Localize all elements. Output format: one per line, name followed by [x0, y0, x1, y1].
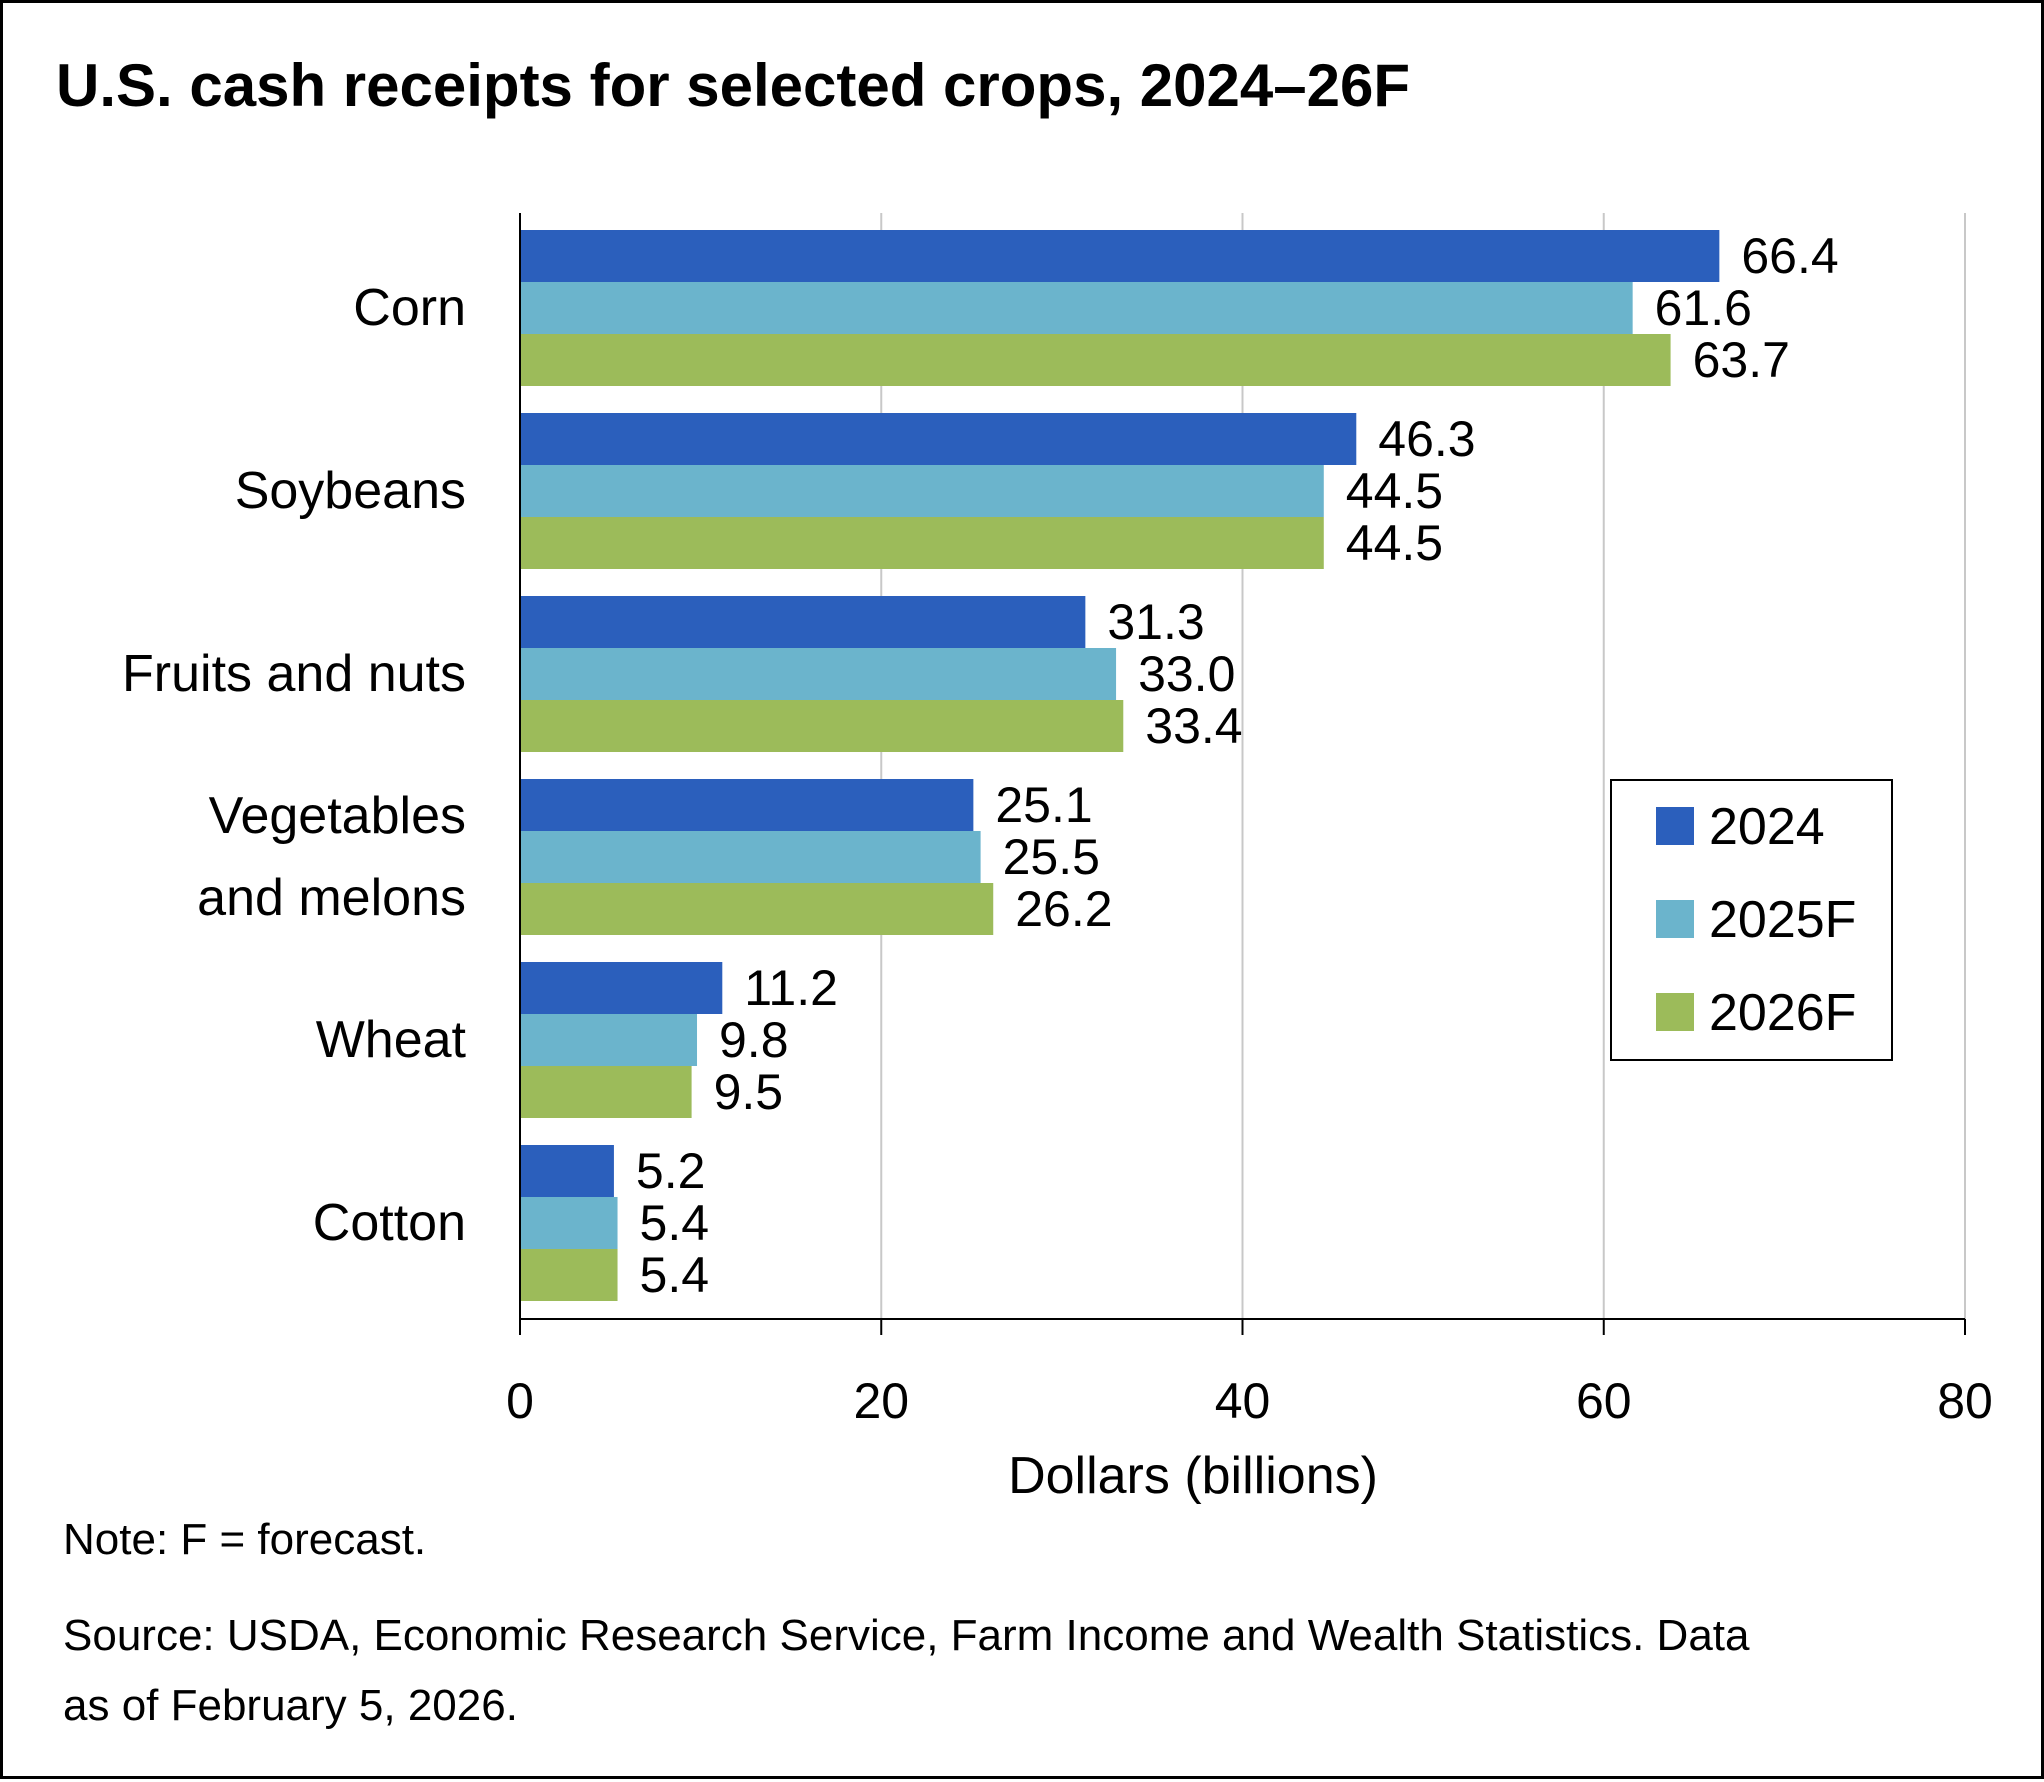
bar-chart: 66.461.663.7Corn46.344.544.5Soybeans31.3…	[122, 213, 1993, 1505]
bar	[520, 648, 1117, 700]
data-label: 46.3	[1378, 411, 1475, 467]
x-tick-label: 80	[1937, 1373, 1993, 1429]
x-tick-label: 0	[506, 1373, 534, 1429]
bar	[520, 1014, 698, 1066]
bar	[520, 779, 974, 831]
data-label: 11.2	[744, 960, 838, 1016]
data-label: 61.6	[1655, 280, 1752, 336]
category-label: Corn	[353, 279, 466, 337]
category-label: Cotton	[313, 1194, 466, 1252]
category-label: Fruits and nuts	[122, 645, 466, 703]
bar	[520, 700, 1124, 752]
bar	[520, 1197, 618, 1249]
note-text: Note: F = forecast.	[63, 1515, 427, 1564]
bar	[520, 230, 1720, 282]
legend-label: 2025F	[1709, 891, 1856, 949]
bar	[520, 517, 1324, 569]
bar	[520, 596, 1086, 648]
bar	[520, 962, 723, 1014]
data-label: 25.5	[1003, 829, 1100, 885]
bar	[520, 883, 994, 935]
category-label: and melons	[197, 869, 466, 927]
data-label: 9.5	[714, 1064, 784, 1120]
category-label: Wheat	[316, 1011, 467, 1069]
data-label: 26.2	[1015, 881, 1112, 937]
legend-label: 2024	[1709, 798, 1825, 856]
x-tick-label: 20	[853, 1373, 909, 1429]
category-label: Vegetables	[209, 787, 466, 845]
category-label: Soybeans	[235, 462, 466, 520]
data-label: 5.4	[640, 1247, 710, 1303]
legend-swatch	[1656, 993, 1694, 1031]
data-label: 44.5	[1346, 515, 1443, 571]
data-label: 44.5	[1346, 463, 1443, 519]
source-text-line-1: Source: USDA, Economic Research Service,…	[63, 1611, 1750, 1660]
data-label: 31.3	[1107, 594, 1204, 650]
source-text-line-2: as of February 5, 2026.	[63, 1681, 518, 1730]
bar	[520, 1145, 614, 1197]
bar	[520, 413, 1357, 465]
data-label: 66.4	[1741, 228, 1838, 284]
bar	[520, 1249, 618, 1301]
legend-swatch	[1656, 807, 1694, 845]
bar	[520, 334, 1671, 386]
data-label: 63.7	[1693, 332, 1790, 388]
bar	[520, 1066, 692, 1118]
legend-label: 2026F	[1709, 984, 1856, 1042]
bar	[520, 465, 1324, 517]
data-label: 33.4	[1145, 698, 1242, 754]
data-label: 9.8	[719, 1012, 789, 1068]
data-label: 25.1	[995, 777, 1092, 833]
data-label: 33.0	[1138, 646, 1235, 702]
bar	[520, 282, 1633, 334]
data-label: 5.4	[640, 1195, 710, 1251]
x-tick-label: 60	[1576, 1373, 1632, 1429]
legend-swatch	[1656, 900, 1694, 938]
data-label: 5.2	[636, 1143, 706, 1199]
x-axis-label: Dollars (billions)	[1008, 1447, 1378, 1505]
chart-title: U.S. cash receipts for selected crops, 2…	[56, 52, 1411, 119]
x-tick-label: 40	[1215, 1373, 1271, 1429]
bar	[520, 831, 981, 883]
